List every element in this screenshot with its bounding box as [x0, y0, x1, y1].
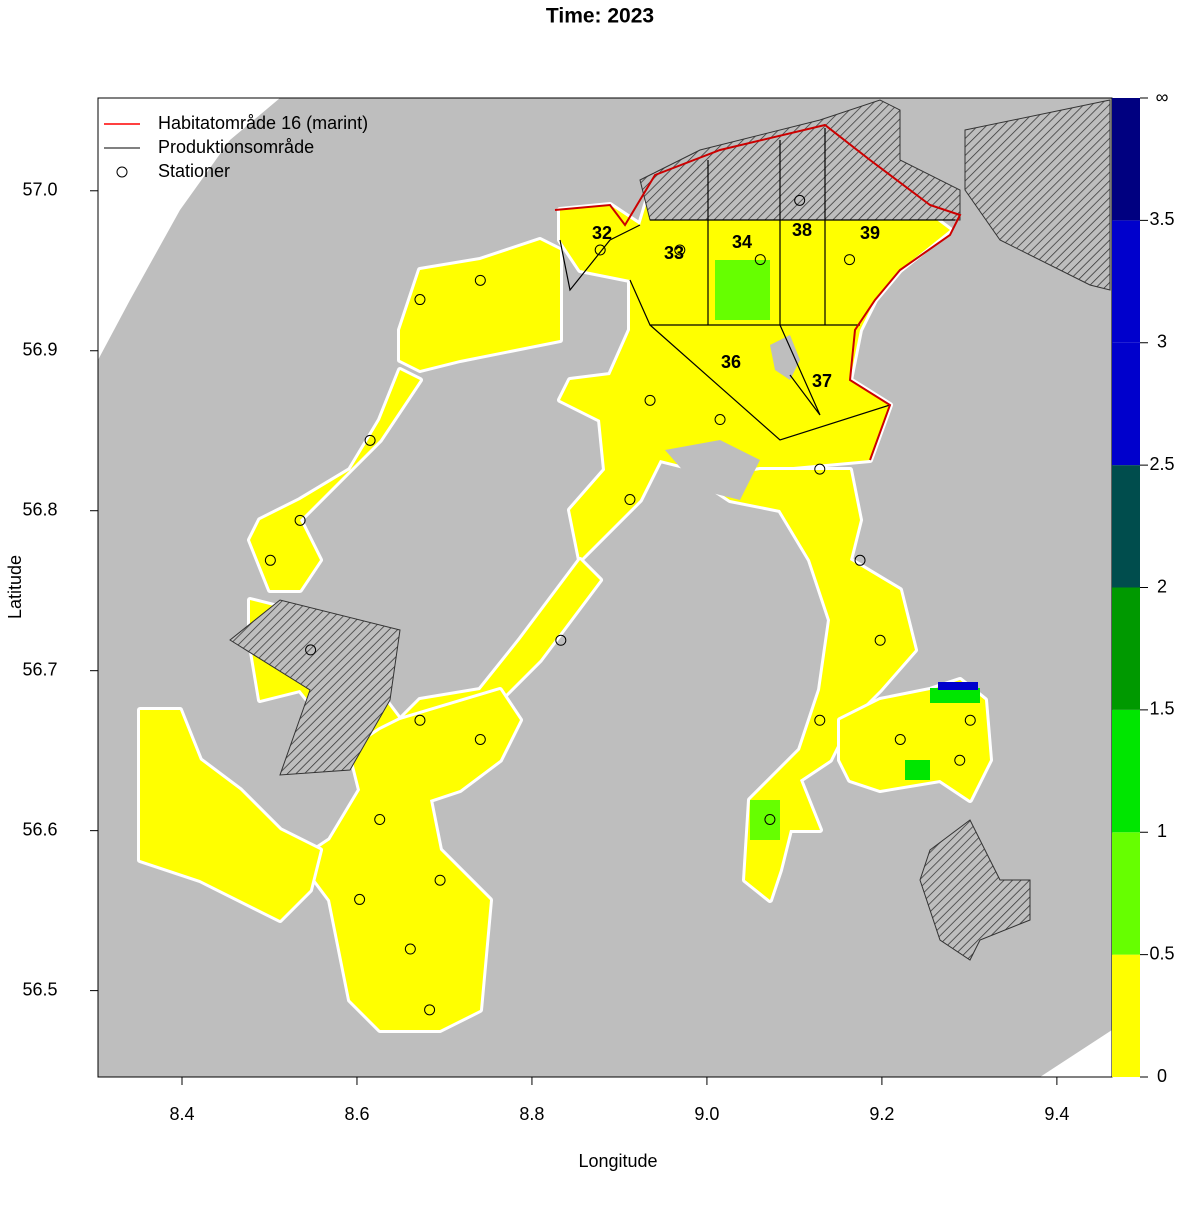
area-labels: 32 33 34 38 39 36 37: [592, 220, 880, 391]
station: [594, 244, 606, 256]
x-tick-label: 8.8: [519, 1104, 544, 1124]
station: [264, 554, 276, 566]
station: [854, 554, 866, 566]
colorbar-tick-label: 1: [1157, 821, 1167, 841]
area-label: 38: [792, 220, 812, 240]
station: [794, 194, 806, 206]
x-tick-label: 8.6: [344, 1104, 369, 1124]
y-tick-label: 56.5: [22, 979, 57, 999]
y-tick-label: 56.7: [22, 659, 57, 679]
legend-label: Habitatområde 16 (marint): [158, 113, 368, 133]
station: [814, 714, 826, 726]
station: [404, 943, 416, 955]
legend-key: [116, 166, 128, 178]
station: [354, 893, 366, 905]
colorbar-tick-label: 3.5: [1149, 209, 1174, 229]
colorbar-tick-label: 0: [1157, 1066, 1167, 1086]
station: [644, 394, 656, 406]
station: [844, 254, 856, 266]
colorbar-bin: [1112, 954, 1140, 1077]
colorbar-bin: [1112, 342, 1140, 466]
stations: [264, 194, 976, 1016]
colorbar-tick-label: 0.5: [1149, 943, 1174, 963]
area-label: 34: [732, 232, 752, 252]
axes: 8.4 8.6 8.8 9.0 9.2 9.4 56.5 56.6 56.7 56.8 56.9 57…: [22, 180, 1069, 1124]
colorbar-tick-label: 2.5: [1149, 454, 1174, 474]
colorbar-tick-label: 2: [1157, 576, 1167, 596]
x-tick-label: 8.4: [169, 1104, 194, 1124]
station: [964, 714, 976, 726]
station: [674, 244, 686, 256]
station: [874, 634, 886, 646]
station: [424, 1004, 436, 1016]
station: [764, 813, 776, 825]
x-tick-label: 9.4: [1044, 1104, 1069, 1124]
station: [894, 733, 906, 745]
station: [555, 634, 567, 646]
colorbar-bin: [1112, 709, 1140, 833]
colorbar-bin: [1112, 220, 1140, 343]
y-tick-label: 57.0: [22, 180, 57, 200]
chart-title: Time: 2023: [546, 5, 654, 28]
x-tick-label: 9.0: [694, 1104, 719, 1124]
legend: Habitatområde 16 (marint) Produktionsområ…: [104, 113, 368, 181]
station: [474, 733, 486, 745]
station: [624, 494, 636, 506]
colorbar-bin: [1112, 587, 1140, 710]
station: [434, 874, 446, 886]
x-tick-label: 9.2: [869, 1104, 894, 1124]
colorbar-tick-label: 3: [1157, 332, 1167, 352]
station: [364, 434, 376, 446]
colorbar-tick-label: ∞: [1156, 87, 1169, 107]
map-area: 32 33 34 38 39 36 37: [98, 98, 1112, 1077]
station: [294, 514, 306, 526]
production-areas: [554, 123, 962, 461]
station: [954, 754, 966, 766]
y-tick-label: 56.9: [22, 339, 57, 359]
y-axis-label: Latitude: [5, 555, 25, 619]
x-axis-label: Longitude: [578, 1151, 657, 1171]
station: [414, 294, 426, 306]
legend-label: Produktionsområde: [158, 137, 314, 157]
colorbar: 0 0.5 1 1.5 2 2.5 3 3.5 ∞: [1112, 87, 1175, 1086]
area-label: 37: [812, 371, 832, 391]
area-label: 33: [664, 243, 684, 263]
colorbar-bin: [1112, 465, 1140, 588]
y-tick-label: 56.8: [22, 499, 57, 519]
colorbar-bin: [1112, 832, 1140, 955]
station: [814, 463, 826, 475]
colorbar-tick-label: 1.5: [1149, 699, 1174, 719]
station: [414, 714, 426, 726]
legend-label: Stationer: [158, 161, 230, 181]
station: [474, 274, 486, 286]
area-label: 39: [860, 223, 880, 243]
hatched-areas: [229, 99, 1111, 961]
station: [714, 414, 726, 426]
station: [305, 644, 317, 656]
colorbar-bin: [1112, 98, 1140, 221]
area-label: 36: [721, 352, 741, 372]
y-tick-label: 56.6: [22, 819, 57, 839]
station: [754, 254, 766, 266]
station: [374, 813, 386, 825]
area-label: 32: [592, 223, 612, 243]
